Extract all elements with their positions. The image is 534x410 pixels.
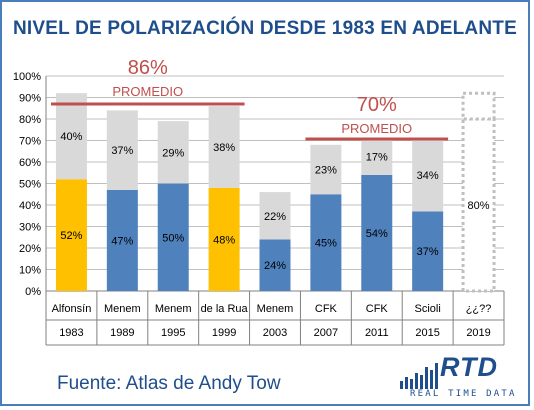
- projection-bar-label: 80%: [468, 200, 490, 212]
- average-label: PROMEDIO: [341, 121, 412, 136]
- bar-bottom-label: 24%: [264, 260, 286, 272]
- bar-bottom-label: 45%: [315, 238, 337, 250]
- bar-top: [259, 192, 291, 240]
- bar-bottom-label: 50%: [162, 232, 184, 244]
- bar-top-label: 40%: [60, 131, 82, 143]
- bar-bottom: [259, 239, 291, 291]
- average-value-label: 70%: [357, 94, 397, 116]
- bar-bottom: [157, 183, 189, 291]
- bar-top: [310, 144, 342, 195]
- x-category-label: CFK: [315, 303, 338, 315]
- y-tick-label: 90%: [19, 93, 41, 105]
- bar-bottom: [310, 194, 342, 291]
- projection-bar-extension: [461, 91, 496, 121]
- bar-top-label: 34%: [417, 170, 439, 182]
- bar-top: [106, 110, 138, 190]
- x-category-label: Scioli: [415, 303, 441, 315]
- x-year-label: 1995: [161, 327, 185, 339]
- x-year-label: 2007: [314, 327, 338, 339]
- x-year-label: 1999: [212, 327, 236, 339]
- y-tick-label: 70%: [19, 136, 41, 148]
- bar-top-label: 29%: [162, 147, 184, 159]
- source-text: Fuente: Atlas de Andy Tow: [57, 373, 281, 394]
- y-tick-label: 100%: [13, 71, 41, 83]
- bar-bottom-label: 37%: [417, 246, 439, 258]
- bar-top: [157, 121, 189, 184]
- x-year-label: 2019: [466, 327, 490, 339]
- average-value-label: 86%: [128, 57, 168, 79]
- bar-bottom-label: 48%: [213, 234, 235, 246]
- bar-bottom-label: 47%: [111, 235, 133, 247]
- y-tick-label: 30%: [19, 222, 41, 234]
- x-category-label: Menem: [104, 303, 141, 315]
- y-tick-label: 10%: [19, 265, 41, 277]
- x-category-label: Alfonsín: [52, 303, 92, 315]
- bar-top-label: 37%: [111, 145, 133, 157]
- bar-top-label: 38%: [213, 142, 235, 154]
- projection-bar: [461, 117, 496, 293]
- x-category-label: Menem: [257, 303, 294, 315]
- bar-top: [208, 106, 240, 188]
- y-tick-label: 20%: [19, 243, 41, 255]
- y-tick-label: 60%: [19, 157, 41, 169]
- bar-top: [361, 138, 393, 175]
- bar-bottom-label: 54%: [366, 228, 388, 240]
- logo-text: RTD: [440, 352, 499, 382]
- x-category-label: de la Rua: [201, 303, 249, 315]
- x-year-label: 1983: [59, 327, 83, 339]
- x-category-label: ¿¿??: [466, 303, 492, 315]
- x-year-label: 2011: [365, 327, 389, 339]
- x-category-label: CFK: [366, 303, 389, 315]
- bar-top: [412, 138, 444, 212]
- bar-bottom: [55, 179, 87, 291]
- average-label: PROMEDIO: [112, 84, 183, 99]
- rtd-logo-icon: [400, 363, 438, 389]
- bar-bottom: [412, 211, 444, 291]
- bar-top-label: 22%: [264, 211, 286, 223]
- y-tick-label: 50%: [19, 179, 41, 191]
- chart-title: NIVEL DE POLARIZACIÓN DESDE 1983 EN ADEL…: [13, 18, 517, 39]
- x-year-label: 1989: [110, 327, 134, 339]
- y-tick-label: 80%: [19, 114, 41, 126]
- y-tick-label: 40%: [19, 200, 41, 212]
- bar-bottom-label: 52%: [60, 230, 82, 242]
- bar-top-label: 23%: [315, 165, 337, 177]
- x-year-label: 2015: [415, 327, 439, 339]
- bar-bottom: [106, 189, 138, 291]
- logo-subtitle: REAL TIME DATA: [410, 389, 517, 399]
- bar-top-label: 17%: [366, 152, 388, 164]
- x-category-label: Menem: [155, 303, 192, 315]
- x-year-label: 2003: [263, 327, 287, 339]
- bar-bottom: [208, 187, 240, 291]
- y-tick-label: 0%: [25, 286, 41, 298]
- bar-top: [55, 93, 87, 180]
- bar-bottom: [361, 174, 393, 291]
